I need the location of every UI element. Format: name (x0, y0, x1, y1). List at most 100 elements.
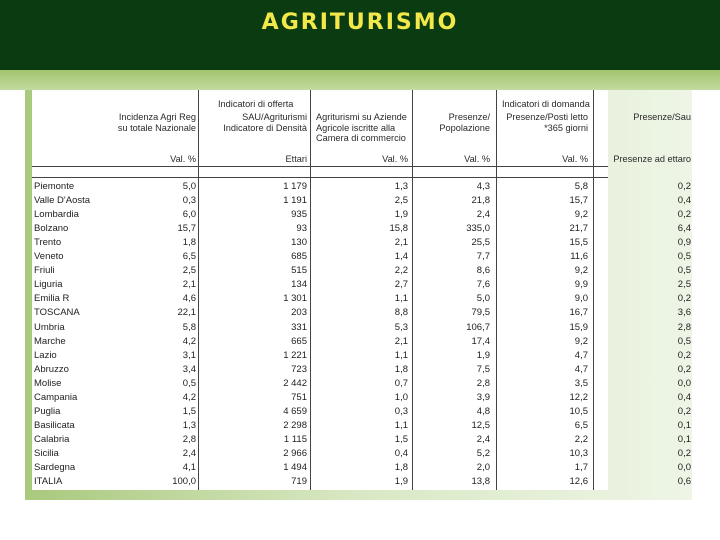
table-row: Liguria 2,1 134 2,7 7,6 9,9 2,5 (32, 279, 691, 293)
table-cell: 935 (291, 209, 307, 221)
table-cell: 0,3 (182, 195, 196, 207)
table-cell: 0,9 (677, 237, 691, 249)
col1-header: Incidenza Agri Reg su totale Nazionale (117, 112, 196, 133)
table-cell: 2,4 (182, 447, 196, 459)
table-row: Sardegna 4,1 1 494 1,8 2,0 1,7 0,0 (32, 462, 691, 476)
region-name: Puglia (34, 405, 61, 417)
table-cell: 2,8 (476, 377, 490, 389)
table-cell: 719 (291, 476, 307, 488)
table-cell: 9,0 (574, 293, 588, 305)
table-cell: 2,2 (574, 433, 588, 445)
table-row: Marche 4,2 665 2,1 17,4 9,2 0,5 (32, 335, 691, 350)
table-cell: 1,1 (394, 293, 408, 305)
table-cell: 0,4 (677, 195, 691, 207)
unit-label: Val. % (170, 154, 196, 164)
table-cell: 22,1 (177, 307, 197, 319)
table-cell: 6,5 (574, 419, 588, 431)
table-cell: 1,8 (394, 363, 408, 375)
col3-header: Agriturismi su Aziende Agricole iscritte… (316, 112, 407, 143)
table-cell: 1,0 (394, 391, 408, 403)
table-cell: 79,5 (471, 307, 491, 319)
table-cell: 9,9 (574, 279, 588, 291)
region-name: Friuli (34, 265, 55, 277)
column-separator (593, 90, 594, 490)
table-cell: 1,8 (182, 237, 196, 249)
table-cell: 12,5 (471, 419, 491, 431)
region-name: Campania (34, 391, 78, 403)
table-cell: 1 115 (283, 433, 307, 445)
table-cell: 2,1 (394, 237, 408, 249)
table-cell: 2,4 (476, 209, 490, 221)
table-cell: 0,1 (677, 433, 691, 445)
table-cell: 2,2 (394, 265, 408, 277)
table-row: ITALIA 100,0 719 1,9 13,8 12,6 0,6 (32, 476, 691, 490)
table-cell: 3,1 (182, 349, 196, 361)
table-row: Abruzzo 3,4 723 1,8 7,5 4,7 0,2 (32, 363, 691, 378)
table-cell: 1,5 (394, 433, 408, 445)
table-cell: 15,8 (389, 223, 409, 235)
table-row: Veneto 6,5 685 1,4 7,7 11,6 0,5 (32, 251, 691, 265)
header-band (0, 70, 720, 90)
table-cell: 1,9 (476, 349, 490, 361)
table-row: Lombardia 6,0 935 1,9 2,4 9,2 0,2 (32, 209, 691, 223)
table-cell: 15,5 (569, 237, 589, 249)
col6-header: Presenze/Sau (633, 112, 691, 122)
region-name: Lazio (34, 349, 57, 361)
column-separator (198, 90, 199, 490)
table-cell: 0,2 (677, 181, 691, 192)
region-name: Emilia R (34, 293, 70, 305)
table-cell: 134 (291, 279, 307, 291)
table-cell: 0,2 (677, 447, 691, 459)
unit-label: Val. % (562, 154, 588, 164)
table-row: Valle D'Aosta 0,3 1 191 2,5 21,8 15,7 0,4 (32, 195, 691, 209)
table-cell: 3,9 (476, 391, 490, 403)
region-name: ITALIA (34, 476, 63, 488)
table-cell: 15,7 (569, 195, 589, 207)
table-row: TOSCANA 22,1 203 8,8 79,5 16,7 3,6 (32, 307, 691, 321)
table-cell: 130 (291, 237, 307, 249)
region-name: Sicilia (34, 447, 59, 459)
table-cell: 1,3 (182, 419, 196, 431)
table-cell: 0,7 (394, 377, 408, 389)
table-cell: 10,5 (569, 405, 589, 417)
unit-label: Ettari (285, 154, 307, 164)
table-cell: 93 (296, 223, 307, 235)
region-name: Veneto (34, 251, 64, 263)
table-cell: 10,3 (569, 447, 589, 459)
table-cell: 1,9 (394, 476, 408, 488)
region-name: Molise (34, 377, 62, 389)
col4-header: Presenze/ Popolazione (439, 112, 490, 133)
table-cell: 12,2 (569, 391, 589, 403)
table-row: Umbria 5,8 331 5,3 106,7 15,9 2,8 (32, 321, 691, 336)
table-cell: 5,8 (574, 181, 588, 192)
table-cell: 3,5 (574, 377, 588, 389)
table-cell: 4,2 (182, 335, 196, 347)
table-cell: 0,2 (677, 293, 691, 305)
table-row: Campania 4,2 751 1,0 3,9 12,2 0,4 (32, 391, 691, 406)
table-cell: 1 301 (283, 293, 307, 305)
table-cell: 3,4 (182, 363, 196, 375)
table-cell: 515 (291, 265, 307, 277)
table-cell: 16,7 (569, 307, 589, 319)
table-cell: 1,7 (574, 462, 588, 473)
page-title: AGRITURISMO (261, 10, 459, 35)
region-name: Lombardia (34, 209, 79, 221)
table-cell: 5,3 (394, 321, 408, 333)
table-cell: 1 179 (283, 181, 307, 192)
data-table: Indicatori di offerta Indicatori di doma… (32, 90, 691, 490)
table-cell: 6,5 (182, 251, 196, 263)
table-row: Basilicata 1,3 2 298 1,1 12,5 6,5 0,1 (32, 419, 691, 434)
region-name: Trento (34, 237, 62, 249)
table-cell: 0,5 (677, 251, 691, 263)
table-cell: 1 221 (283, 349, 307, 361)
table-cell: 8,8 (394, 307, 408, 319)
table-cell: 2 298 (283, 419, 307, 431)
table-cell: 21,7 (569, 223, 589, 235)
table-row: Trento 1,8 130 2,1 25,5 15,5 0,9 (32, 237, 691, 251)
table-cell: 0,0 (677, 462, 691, 473)
region-name: Liguria (34, 279, 63, 291)
table-cell: 0,3 (394, 405, 408, 417)
table-cell: 1,1 (394, 349, 408, 361)
table-cell: 4,8 (476, 405, 490, 417)
table-row: Lazio 3,1 1 221 1,1 1,9 4,7 0,2 (32, 349, 691, 364)
